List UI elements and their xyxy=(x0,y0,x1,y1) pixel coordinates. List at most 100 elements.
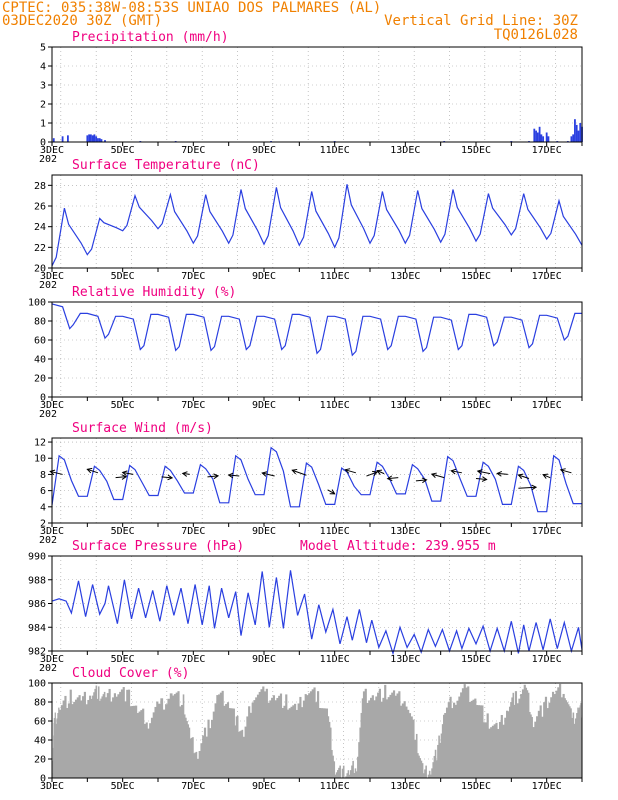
cloud-bar xyxy=(392,690,396,778)
panel-0 xyxy=(48,46,583,146)
cloud-bar xyxy=(553,694,556,778)
cloud-bar xyxy=(523,684,526,778)
cloud-bar xyxy=(200,743,203,778)
precip-bar xyxy=(574,119,576,142)
cloud-bar xyxy=(573,723,576,778)
cloud-bar xyxy=(122,687,125,778)
cloud-bar xyxy=(255,697,258,778)
cloud-bar xyxy=(190,737,193,778)
wind-arrowhead xyxy=(421,477,428,484)
y-tick-label: 80 xyxy=(34,698,46,709)
cloud-bar xyxy=(212,711,215,778)
cloud-bar xyxy=(375,696,378,778)
cloud-bar xyxy=(534,721,537,778)
cloud-bar xyxy=(173,694,177,778)
cloud-bar xyxy=(99,700,101,778)
cloud-bar xyxy=(69,689,72,778)
precip-bar xyxy=(100,139,103,142)
wind-arrowhead xyxy=(542,473,549,479)
cloud-bar xyxy=(532,727,535,778)
cloud-bar xyxy=(292,705,295,778)
precip-bar xyxy=(93,134,96,142)
cloud-bar xyxy=(108,688,111,778)
wind-arrowhead xyxy=(531,484,538,491)
cloud-bar xyxy=(240,730,243,778)
x-year-label: 202 xyxy=(39,409,57,420)
cloud-bar xyxy=(525,687,528,778)
cloud-bar xyxy=(175,692,178,778)
cloud-bar xyxy=(150,717,154,778)
cloud-bar xyxy=(415,733,418,778)
cloud-bar xyxy=(555,690,558,778)
wind-vector xyxy=(122,471,134,475)
cloud-bar xyxy=(362,691,366,778)
y-tick-label: 4 xyxy=(40,62,46,73)
cloud-bar xyxy=(511,697,513,778)
precip-bar xyxy=(88,134,90,142)
wind-arrowhead xyxy=(86,467,93,474)
x-tick-label: 3DEC xyxy=(40,145,64,156)
x-tick-label: 17DEC xyxy=(532,781,562,792)
precip-bar xyxy=(86,135,89,142)
cloud-bar xyxy=(93,692,95,778)
x-tick-label: 13DEC xyxy=(390,654,420,665)
cloud-bar xyxy=(331,749,333,778)
cloud-bar xyxy=(454,704,457,778)
cloud-bar xyxy=(87,699,90,778)
precip-bar xyxy=(533,128,536,142)
x-tick-label: 11DEC xyxy=(320,271,350,282)
wind-vector xyxy=(228,474,240,477)
x-tick-label: 3DEC xyxy=(40,781,64,792)
cloud-bar xyxy=(412,719,415,778)
cloud-bar xyxy=(102,694,105,778)
cloud-bar xyxy=(443,714,445,778)
cloud-bar xyxy=(100,698,102,778)
series-line xyxy=(51,446,582,513)
x-tick-label: 15DEC xyxy=(461,781,491,792)
wind-vector xyxy=(560,469,572,474)
y-tick-label: 986 xyxy=(28,599,46,610)
precip-bar xyxy=(91,135,94,142)
cloud-bar xyxy=(187,724,190,778)
cloud-bar xyxy=(467,686,470,778)
cloud-bar xyxy=(417,753,419,778)
cloud-bar xyxy=(78,695,81,778)
cloud-bar xyxy=(468,702,472,778)
y-tick-label: 4 xyxy=(40,502,46,513)
x-tick-label: 13DEC xyxy=(390,271,420,282)
cloud-bar xyxy=(233,708,235,778)
cloud-bar xyxy=(531,716,533,778)
y-tick-label: 6 xyxy=(40,486,46,497)
cloud-bar xyxy=(167,698,171,778)
cloud-bar xyxy=(441,724,444,778)
y-tick-label: 5 xyxy=(40,43,46,54)
x-tick-label: 17DEC xyxy=(532,654,562,665)
cloud-bar xyxy=(241,729,244,778)
cloud-bar xyxy=(434,749,437,778)
cloud-bar xyxy=(315,702,318,778)
cloud-bar xyxy=(368,700,371,778)
cloud-bar xyxy=(318,708,321,778)
cloud-bar xyxy=(433,755,436,778)
cloud-bar xyxy=(387,697,390,778)
cloud-bar xyxy=(451,708,454,778)
cloud-bar xyxy=(73,701,76,778)
precip-bar xyxy=(545,132,548,142)
precip-bar xyxy=(540,134,543,142)
precip-bar xyxy=(95,136,98,142)
cloud-bar xyxy=(322,708,325,778)
y-tick-label: 26 xyxy=(34,202,46,213)
cloud-bar xyxy=(578,709,580,778)
cloud-bar xyxy=(101,696,104,778)
cloud-bar xyxy=(437,744,439,778)
cloud-bar xyxy=(355,771,358,778)
wind-arrowhead xyxy=(329,489,336,495)
cloud-bar xyxy=(182,694,185,778)
x-tick-label: 13DEC xyxy=(390,400,420,411)
cloud-bar xyxy=(205,736,208,778)
cloud-bar xyxy=(431,768,433,778)
cloud-bar xyxy=(74,699,78,778)
y-tick-label: 0 xyxy=(40,138,46,149)
cloud-bar xyxy=(228,708,231,778)
cloud-bar xyxy=(384,684,387,778)
